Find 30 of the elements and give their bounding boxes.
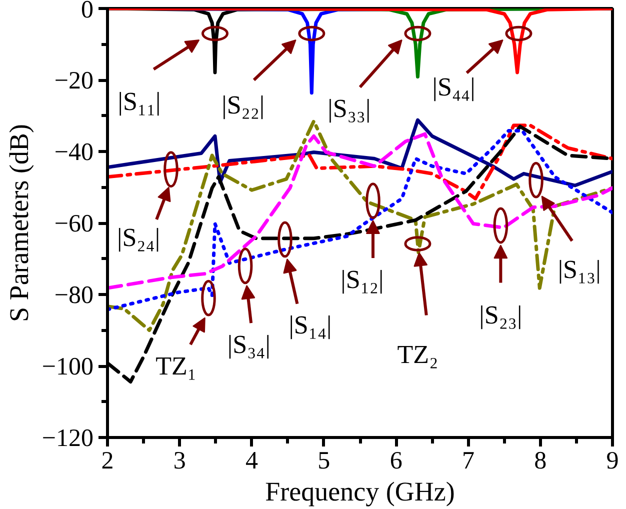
y-tick-label: −100: [42, 354, 94, 380]
y-tick-label: −80: [54, 282, 94, 309]
y-tick-label: −60: [54, 210, 94, 238]
y-tick-label: −20: [54, 68, 94, 94]
x-tick-label: 2: [101, 448, 114, 474]
annotation: |S₁₃|: [558, 254, 601, 284]
x-tick-label: 9: [606, 448, 619, 474]
annotation: |S₂₃|: [479, 300, 522, 330]
annotation: TZ₂: [397, 340, 438, 370]
annotation: |S₄₄|: [432, 72, 476, 102]
x-tick-label: 4: [246, 448, 259, 474]
line-series: [108, 124, 612, 200]
x-tick-label: 6: [390, 448, 402, 474]
annotation: |S₁₂|: [340, 264, 384, 294]
x-tick-label: 7: [462, 448, 474, 474]
annotation: |S₃₃|: [328, 94, 371, 124]
annotation: |S₃₄|: [227, 330, 270, 360]
x-tick-label: 3: [173, 448, 186, 474]
annotation: |S₂₄|: [117, 222, 160, 252]
y-tick-label: 0: [81, 0, 94, 24]
y-axis-title: S Parameters (dB): [4, 124, 34, 322]
x-tick-label: 8: [534, 448, 547, 474]
y-tick-label: −40: [54, 139, 94, 166]
annotation: TZ₁: [156, 352, 196, 380]
annotation: |S₂₂|: [222, 90, 265, 120]
x-axis-title: Frequency (GHz): [265, 476, 455, 506]
annotation: |S₁₁|: [118, 86, 161, 116]
annotation: |S₁₄|: [288, 310, 332, 340]
x-tick-label: 5: [318, 448, 330, 474]
y-tick-label: −120: [42, 425, 94, 452]
